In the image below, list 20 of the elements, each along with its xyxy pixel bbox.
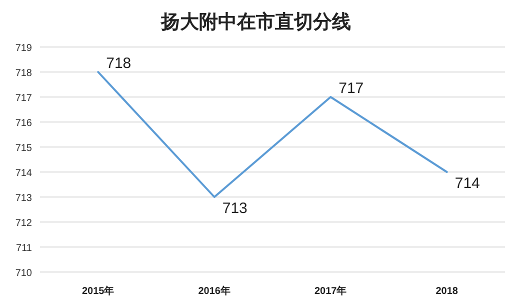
data-label: 714 (454, 175, 480, 192)
y-tick-label: 716 (15, 118, 32, 129)
y-tick-label: 715 (15, 143, 32, 154)
data-label: 718 (106, 55, 132, 72)
line-series (97, 71, 448, 198)
x-tick-label: 2015年 (82, 285, 114, 297)
y-tick-label: 719 (15, 43, 32, 54)
y-tick-label: 717 (15, 93, 32, 104)
x-tick-label: 2017年 (314, 285, 347, 297)
y-tick-label: 713 (15, 193, 32, 204)
x-tick-label: 2016年 (198, 285, 230, 297)
y-tick-label: 711 (16, 243, 32, 254)
y-tick-label: 718 (15, 68, 32, 79)
chart-title: 扬大附中在市直切分线 (160, 11, 351, 33)
data-label: 717 (338, 80, 364, 97)
x-tick-label: 2018 (436, 286, 458, 297)
y-tick-label: 714 (15, 168, 32, 179)
y-tick-label: 710 (15, 268, 32, 279)
data-label: 713 (222, 200, 248, 217)
y-tick-label: 712 (15, 218, 32, 229)
